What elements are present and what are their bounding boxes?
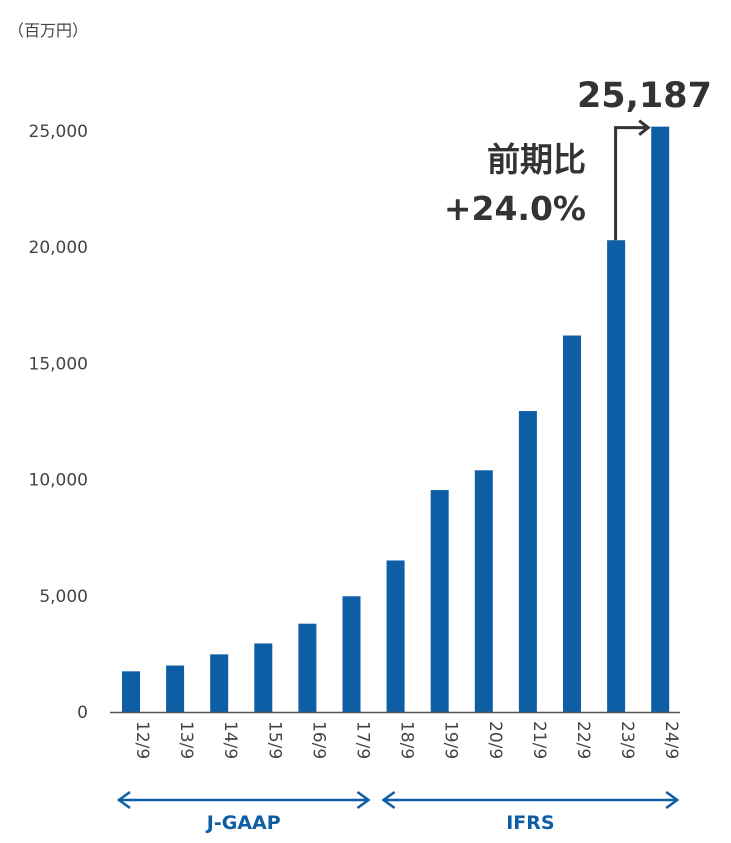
unit-label: （百万円）: [8, 21, 88, 40]
bar: [342, 596, 361, 712]
right-arrowhead: [665, 790, 680, 810]
bar: [122, 671, 140, 712]
left-arrowhead: [381, 790, 396, 810]
bar: [474, 470, 493, 712]
bar: [607, 240, 626, 712]
x-tick-label: 24/9: [661, 721, 681, 759]
bar: [651, 126, 670, 713]
yoy-value: +24.0%: [444, 189, 586, 228]
x-tick-label: 20/9: [485, 721, 505, 759]
bar: [563, 335, 581, 712]
bar: [254, 643, 273, 712]
x-tick-label: 12/9: [132, 721, 152, 759]
x-tick-label: 13/9: [176, 721, 196, 759]
x-tick-label: 22/9: [573, 721, 593, 759]
x-tick-label: 19/9: [441, 721, 461, 759]
bar: [166, 665, 185, 712]
bar: [210, 654, 229, 712]
latest-value-label: 25,187: [577, 76, 712, 116]
right-arrowhead: [356, 790, 371, 810]
x-tick-label: 23/9: [617, 721, 637, 759]
y-axis: 0 5,000 10,000 15,000 20,000 25,000: [29, 122, 88, 723]
y-tick-label: 25,000: [29, 122, 88, 142]
left-arrowhead: [116, 790, 131, 810]
standard-label: J-GAAP: [205, 812, 281, 834]
bar: [430, 490, 449, 712]
callout-arrowhead: [638, 119, 651, 136]
x-tick-label: 14/9: [220, 721, 240, 759]
standard-label: IFRS: [506, 812, 554, 834]
y-tick-label: 0: [77, 703, 88, 723]
y-tick-label: 10,000: [29, 471, 88, 491]
x-tick-label: 21/9: [529, 721, 549, 759]
y-tick-label: 20,000: [29, 238, 88, 258]
bars: [122, 126, 670, 713]
x-tick-label: 17/9: [353, 721, 373, 759]
x-tick-label: 18/9: [397, 721, 417, 759]
bar: [518, 411, 537, 712]
x-axis: 12/9 13/9 14/9 15/9 16/9 17/9 18/9 19/9 20/9 21/9…: [110, 711, 681, 759]
x-tick-label: 15/9: [264, 721, 284, 759]
bar: [386, 560, 405, 712]
y-tick-label: 5,000: [39, 587, 88, 607]
bar: [298, 623, 317, 712]
yoy-label: 前期比: [487, 140, 586, 179]
callout-connector: [614, 126, 649, 241]
y-tick-label: 15,000: [29, 354, 88, 374]
callout: 25,187 前期比 +24.0%: [444, 76, 712, 241]
x-tick-label: 16/9: [308, 721, 328, 759]
accounting-standards: J-GAAP IFRS: [116, 790, 680, 834]
